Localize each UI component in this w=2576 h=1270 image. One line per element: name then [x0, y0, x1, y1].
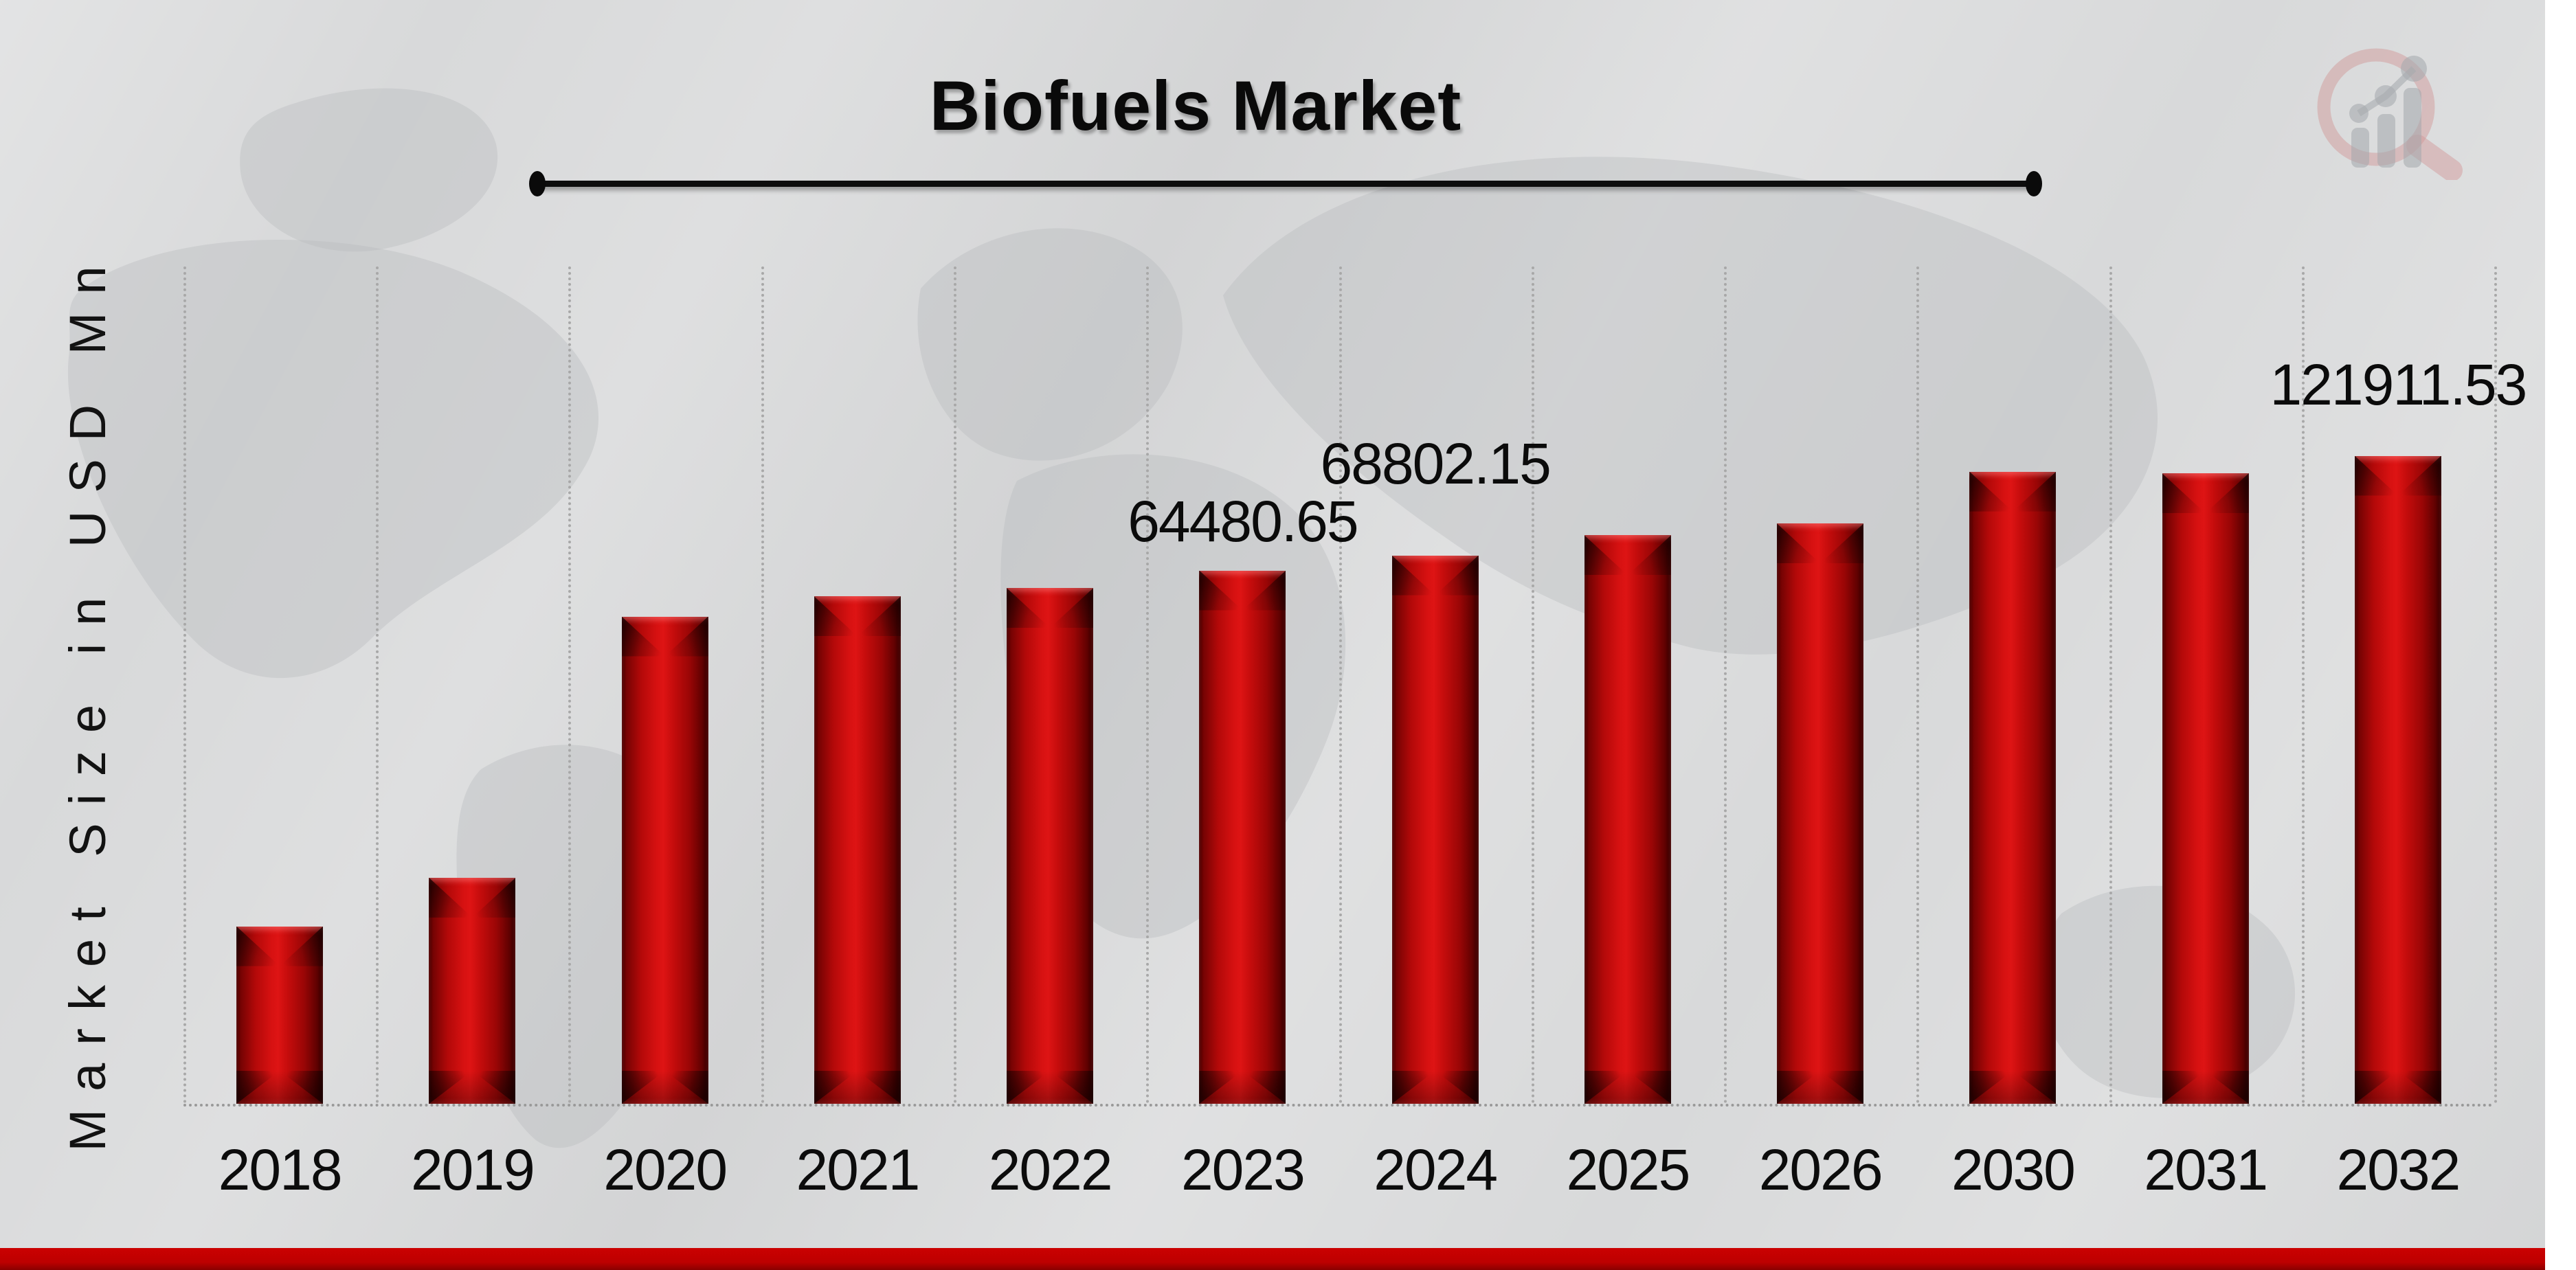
underline-left-dot [529, 171, 546, 196]
bar-2022 [1007, 588, 1094, 1104]
underline-right-dot [2026, 171, 2042, 196]
bar-bottom-bevel [1391, 1071, 1479, 1104]
x-tick-2024: 2024 [1374, 1137, 1498, 1202]
bar-bottom-bevel [1969, 1071, 2057, 1104]
magnifier-bar-chart-logo-icon [2317, 48, 2463, 180]
x-tick-2019: 2019 [410, 1137, 535, 1202]
x-tick-2020: 2020 [603, 1137, 728, 1202]
right-margin-strip [2545, 0, 2576, 1270]
bar-bottom-bevel [621, 1071, 708, 1104]
y-axis-title: Market Size in USD Mn [59, 248, 116, 1152]
footer-accent-bar [0, 1248, 2545, 1270]
x-tick-2018: 2018 [218, 1137, 343, 1202]
gridline [2301, 267, 2305, 1104]
x-tick-2023: 2023 [1180, 1137, 1306, 1202]
gridline [1531, 267, 1534, 1104]
bar-bottom-bevel [1007, 1071, 1094, 1104]
gridline [1723, 267, 1727, 1104]
bar-bottom-bevel [2162, 1071, 2249, 1104]
bar-bottom-bevel [2354, 1071, 2441, 1104]
gridline [1339, 267, 1342, 1104]
bar-2030 [1969, 471, 2057, 1104]
x-tick-2032: 2032 [2336, 1137, 2461, 1202]
bar-bottom-bevel [1584, 1071, 1671, 1104]
page-title: Biofuels Market [929, 67, 1462, 145]
gridline [761, 267, 764, 1104]
gridline [953, 267, 956, 1104]
plot-area: 64480.65 68802.15 121911.53 [183, 267, 2527, 1107]
x-tick-2030: 2030 [1951, 1137, 2076, 1202]
gridline [1916, 267, 1920, 1104]
bar-2020 [621, 616, 708, 1104]
x-tick-2031: 2031 [2144, 1137, 2268, 1202]
x-tick-2021: 2021 [796, 1137, 920, 1202]
bar-bottom-bevel [1199, 1071, 1286, 1104]
x-tick-2022: 2022 [988, 1137, 1113, 1202]
bar-bottom-bevel [429, 1071, 516, 1104]
gridline [376, 267, 379, 1104]
bar-2024 [1391, 555, 1479, 1104]
bar-2023 [1199, 570, 1286, 1104]
bar-2021 [814, 596, 901, 1104]
gridline [183, 267, 186, 1104]
bar-2018 [236, 926, 324, 1104]
data-label-2023: 64480.65 [1128, 488, 1358, 554]
gridline [2494, 267, 2497, 1104]
bar-2032 [2354, 455, 2441, 1104]
x-tick-2025: 2025 [1566, 1137, 1690, 1202]
gridline [1146, 267, 1150, 1104]
x-axis-labels: 2018 2019 2020 2021 2022 2023 2024 2025 2026 2030… [183, 1141, 2494, 1216]
bar-2019 [429, 877, 516, 1104]
data-label-2032: 121911.53 [2270, 352, 2527, 417]
data-label-2024: 68802.15 [1320, 431, 1551, 496]
bar-2031 [2162, 473, 2249, 1104]
bar-bottom-bevel [236, 1071, 324, 1104]
x-tick-2026: 2026 [1758, 1137, 1883, 1202]
bar-2025 [1584, 535, 1671, 1104]
bar-2026 [1777, 523, 1864, 1104]
title-underline [537, 181, 2035, 187]
gridline [2109, 267, 2112, 1104]
bar-bottom-bevel [1777, 1071, 1864, 1104]
gridline [568, 267, 572, 1104]
bar-bottom-bevel [814, 1071, 901, 1104]
